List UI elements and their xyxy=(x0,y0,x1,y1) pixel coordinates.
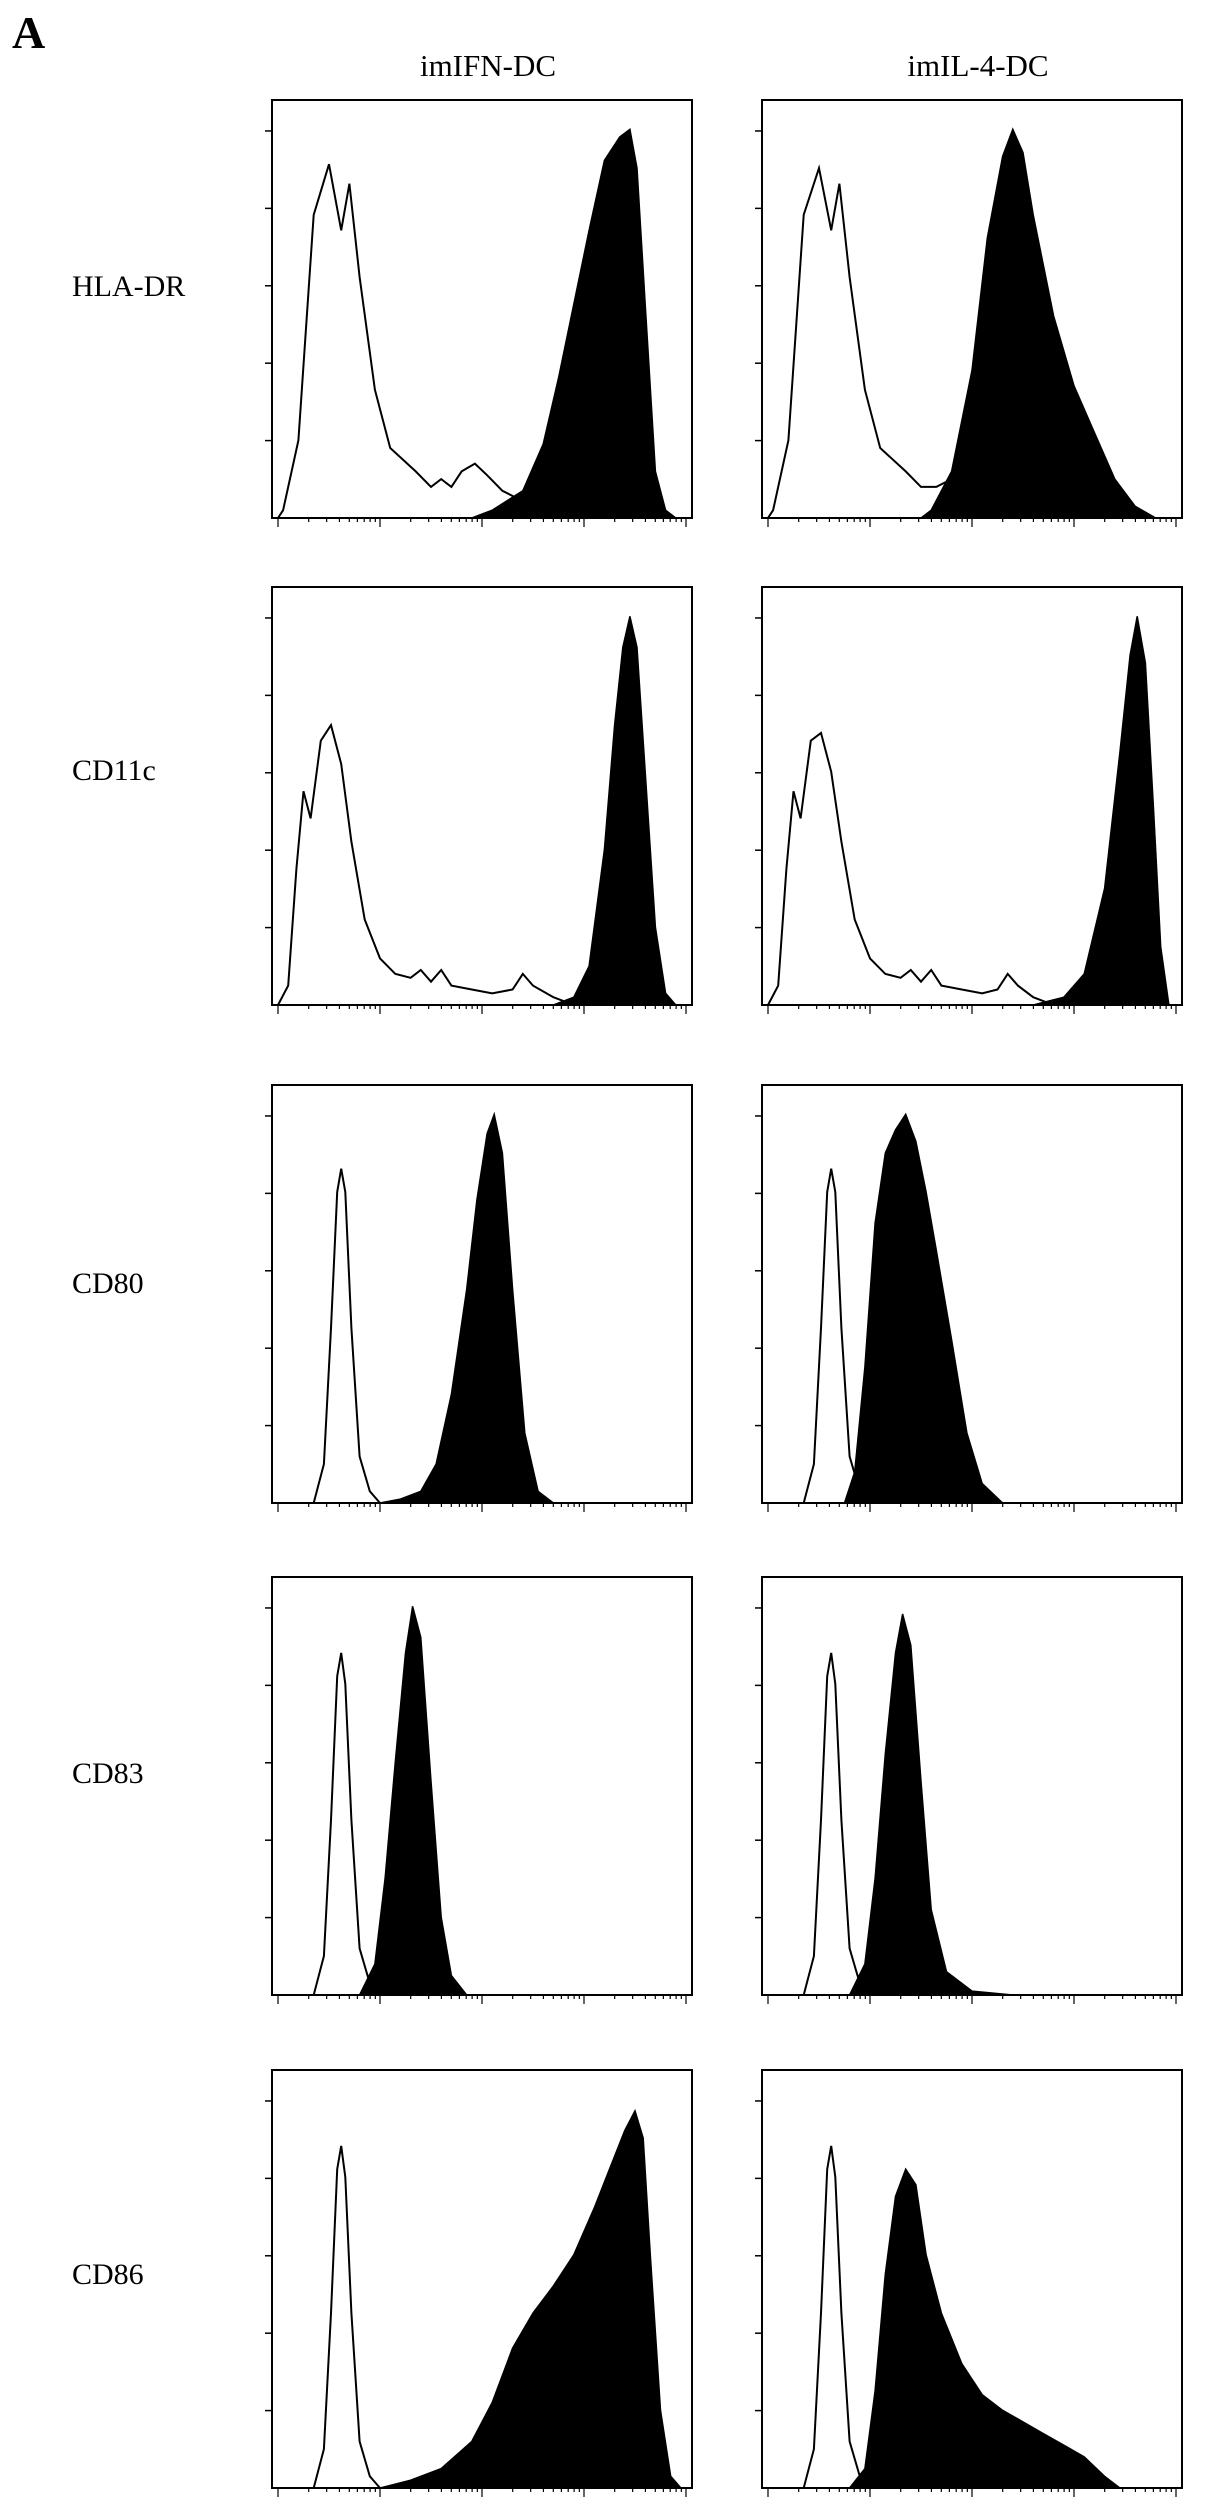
stained-histogram xyxy=(843,1112,1005,1504)
histogram-panel-cd80-imifn-dc xyxy=(265,1084,693,1512)
row-label-cd83: CD83 xyxy=(72,1757,144,1790)
stained-histogram xyxy=(1033,616,1170,1006)
isotype-histogram xyxy=(802,1652,871,1996)
stained-histogram xyxy=(379,1111,556,1504)
column-title-imil4-dc: imIL-4-DC xyxy=(907,48,1048,83)
histogram-panel-cd11c-imifn-dc xyxy=(265,586,693,1014)
isotype-histogram xyxy=(312,1652,381,1996)
histogram-panel-cd86-imifn-dc xyxy=(265,2069,693,2497)
histogram-panels xyxy=(265,99,1183,2497)
isotype-histogram xyxy=(767,731,1054,1006)
stained-histogram xyxy=(471,127,679,519)
histogram-panel-hla-dr-imil-4-dc xyxy=(755,99,1183,527)
histogram-panel-cd86-imil-4-dc xyxy=(755,2069,1183,2497)
isotype-histogram xyxy=(767,164,994,519)
stained-histogram xyxy=(379,2108,683,2489)
column-title-imifn-dc: imIFN-DC xyxy=(420,48,556,83)
isotype-histogram xyxy=(277,722,575,1006)
row-label-cd11c: CD11c xyxy=(72,754,156,787)
isotype-histogram xyxy=(802,1168,871,1504)
isotype-histogram xyxy=(802,2145,871,2489)
histogram-panel-cd83-imil-4-dc xyxy=(755,1576,1183,2004)
isotype-histogram xyxy=(277,163,554,519)
histogram-panel-cd11c-imil-4-dc xyxy=(755,586,1183,1014)
row-label-cd86: CD86 xyxy=(72,2258,144,2291)
stained-histogram xyxy=(848,2167,1123,2489)
histogram-panel-cd83-imifn-dc xyxy=(265,1576,693,2004)
row-label-hla-dr: HLA-DR xyxy=(72,270,185,303)
panel-frame xyxy=(761,1576,1183,1996)
isotype-histogram xyxy=(312,1168,381,1504)
stained-histogram xyxy=(553,616,678,1006)
isotype-histogram xyxy=(312,2145,381,2489)
histogram-panel-cd80-imil-4-dc xyxy=(755,1084,1183,1512)
stained-histogram xyxy=(358,1606,469,1996)
panel-frame xyxy=(761,1084,1183,1504)
panel-label: A xyxy=(12,7,45,58)
stained-histogram xyxy=(918,127,1159,519)
row-label-cd80: CD80 xyxy=(72,1267,144,1300)
stained-histogram xyxy=(848,1613,1013,1996)
histogram-panel-hla-dr-imifn-dc xyxy=(265,99,693,527)
panel-frame xyxy=(271,1576,693,1996)
